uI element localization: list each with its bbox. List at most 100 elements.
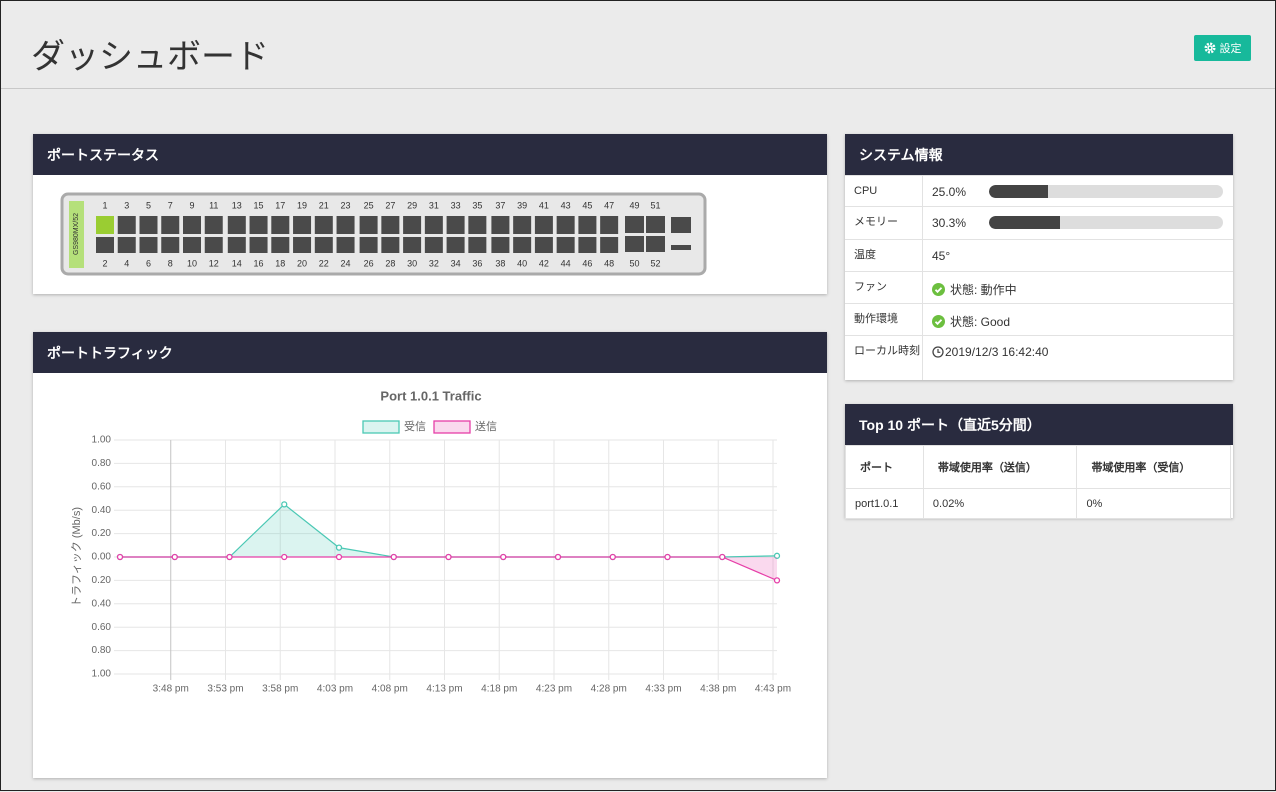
table-header: ポート 帯域使用率（送信） 帯域使用率（受信） <box>845 445 1231 489</box>
port-number: 38 <box>495 258 505 268</box>
port <box>578 216 597 234</box>
port <box>468 237 487 253</box>
top10-panel: Top 10 ポート（直近5分間） ポート 帯域使用率（送信） 帯域使用率（受信） … <box>845 404 1233 519</box>
port <box>513 237 532 253</box>
port <box>249 216 268 234</box>
port-number: 9 <box>189 200 194 210</box>
port <box>625 236 644 252</box>
usage-track <box>989 216 1223 229</box>
port <box>381 237 400 253</box>
port <box>271 216 290 234</box>
table-cell: 0% <box>1076 488 1231 519</box>
port-number: 31 <box>429 200 439 210</box>
info-row: 動作環境 状態: Good <box>845 303 1233 336</box>
port-status-panel: ポートステータス GS980MX/52 1 2 3 4 5 6 7 8 9 10 11 12 13 14 1… <box>33 134 827 294</box>
info-label: ローカル時刻 <box>854 345 920 357</box>
port-number: 24 <box>341 258 351 268</box>
port-number: 2 <box>102 258 107 268</box>
port-number: 52 <box>650 258 660 268</box>
port <box>204 216 223 234</box>
port <box>556 216 575 234</box>
port <box>336 216 355 234</box>
port <box>671 217 691 233</box>
port-number: 51 <box>650 200 660 210</box>
port <box>671 245 691 250</box>
table-cell: 0.02% <box>922 488 1078 519</box>
port-number: 8 <box>168 258 173 268</box>
port-number: 50 <box>629 258 639 268</box>
port-number: 12 <box>209 258 219 268</box>
port <box>117 237 136 253</box>
system-info-panel: システム情報 CPU 25.0% メモリー 30.3% 温度 45° ファン 状態: 動作中動… <box>845 134 1233 380</box>
port-number: 1 <box>102 200 107 210</box>
info-text: 2019/12/3 16:42:40 <box>945 345 1049 359</box>
info-label: 動作環境 <box>854 313 898 325</box>
usage-track <box>989 185 1223 198</box>
port <box>204 237 223 253</box>
top10-table: ポート 帯域使用率（送信） 帯域使用率（受信） port1.0.1 0.02% 0% <box>845 445 1231 519</box>
model-label: GS980MX/52 <box>73 213 80 255</box>
port <box>600 237 619 253</box>
port <box>227 216 246 234</box>
info-value: 45° <box>932 249 950 263</box>
port <box>139 237 158 253</box>
port-number: 16 <box>254 258 264 268</box>
port <box>556 237 575 253</box>
port <box>468 216 487 234</box>
column-divider <box>922 175 923 380</box>
column-header: 帯域使用率（受信） <box>1076 445 1231 489</box>
panel-title: システム情報 <box>845 134 1233 175</box>
port-number: 17 <box>275 200 285 210</box>
info-row: メモリー 30.3% <box>845 206 1233 240</box>
port-number: 43 <box>561 200 571 210</box>
column-header: 帯域使用率（送信） <box>922 445 1078 489</box>
ok-icon <box>932 315 945 328</box>
info-value: 2019/12/3 16:42:40 <box>932 345 1048 359</box>
port <box>96 216 114 234</box>
port <box>381 216 400 234</box>
port-number: 14 <box>232 258 242 268</box>
port-number: 19 <box>297 200 307 210</box>
port <box>534 237 553 253</box>
port-number: 29 <box>407 200 417 210</box>
page-title: ダッシュボード <box>31 38 269 76</box>
panel-title: ポートトラフィック <box>33 332 827 373</box>
table-cell: port1.0.1 <box>845 488 924 519</box>
port-number: 42 <box>539 258 549 268</box>
port-number: 49 <box>629 200 639 210</box>
port <box>161 216 180 234</box>
info-label: ファン <box>854 281 887 293</box>
port-number: 33 <box>451 200 461 210</box>
info-value: 状態: Good <box>932 313 1010 330</box>
port-number: 28 <box>385 258 395 268</box>
info-row: ローカル時刻 2019/12/3 16:42:40 <box>845 335 1233 381</box>
port-number: 39 <box>517 200 527 210</box>
panel-title: ポートステータス <box>33 134 827 175</box>
port <box>403 237 422 253</box>
port-number: 48 <box>604 258 614 268</box>
info-text: 状態: 動作中 <box>950 283 1017 297</box>
port <box>139 216 158 234</box>
port <box>359 216 378 234</box>
port-number: 34 <box>451 258 461 268</box>
port <box>534 216 553 234</box>
switch-diagram: GS980MX/52 12345678910111213141516171819… <box>60 192 707 276</box>
port-number: 46 <box>582 258 592 268</box>
settings-button[interactable]: 設定 <box>1194 35 1251 61</box>
divider <box>1 88 1275 89</box>
port <box>227 237 246 253</box>
info-value: 状態: 動作中 <box>932 281 1017 298</box>
port <box>161 237 180 253</box>
port <box>293 216 312 234</box>
port-number: 3 <box>124 200 129 210</box>
port-number: 7 <box>168 200 173 210</box>
port <box>446 237 465 253</box>
clock-icon <box>932 346 944 358</box>
table-row: port1.0.1 0.02% 0% <box>845 488 1231 519</box>
port <box>646 236 665 252</box>
port <box>314 216 333 234</box>
port <box>578 237 597 253</box>
info-row: 温度 45° <box>845 239 1233 272</box>
info-row: ファン 状態: 動作中 <box>845 271 1233 304</box>
